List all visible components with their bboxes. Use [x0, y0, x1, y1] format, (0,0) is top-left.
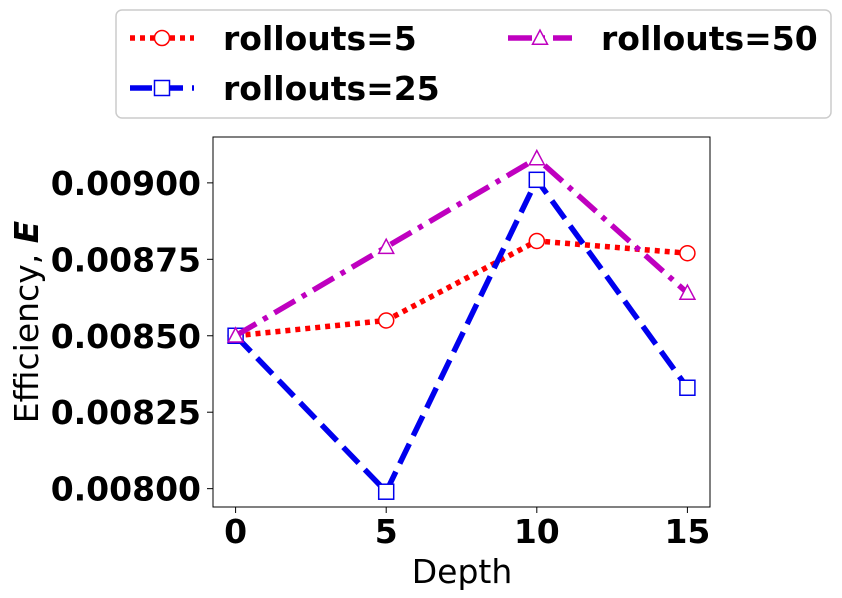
y-tick-label: 0.00825 — [51, 393, 201, 432]
data-point — [528, 232, 546, 250]
legend-marker — [531, 28, 549, 46]
legend-label: rollouts=50 — [601, 19, 818, 58]
x-tick-label: 15 — [664, 512, 710, 551]
data-point — [679, 244, 696, 262]
y-tick-label: 0.00875 — [51, 240, 201, 279]
y-axis-title-text: Efficiency, — [7, 243, 46, 423]
legend-entry: rollouts=25 — [130, 69, 440, 108]
legend-entry: rollouts=50 — [508, 19, 818, 58]
series-layer — [226, 148, 697, 500]
data-point — [226, 326, 245, 343]
data-point — [528, 148, 546, 166]
legend: rollouts=5 rollouts=25 rollouts=50 — [115, 9, 832, 119]
x-axis-title: Depth — [412, 552, 513, 591]
x-tick-label: 0 — [224, 512, 247, 551]
legend-marker — [153, 79, 171, 97]
legend-label: rollouts=5 — [223, 19, 417, 58]
legend-frame — [115, 9, 832, 119]
y-axis-title: Efficiency, E — [7, 220, 46, 423]
series-rollouts-50 — [226, 148, 697, 343]
x-tick-label: 5 — [375, 512, 398, 551]
data-point — [377, 312, 395, 329]
data-point — [377, 483, 395, 500]
legend-entry: rollouts=5 — [130, 19, 417, 58]
data-point — [678, 283, 697, 301]
y-tick-label: 0.00850 — [51, 317, 201, 356]
series-line — [233, 177, 690, 495]
legend-marker — [153, 29, 171, 47]
data-point — [679, 379, 696, 396]
data-point — [528, 171, 546, 189]
axes-ticks: 0 5 10 15 0.00800 0.00825 0.00850 0.00875 0.0090… — [51, 164, 711, 551]
y-tick-label: 0.00800 — [51, 470, 201, 509]
y-tick-label: 0.00900 — [51, 164, 201, 203]
legend-label: rollouts=25 — [223, 69, 440, 108]
plot-area — [212, 136, 711, 508]
y-axis-title-symbol: E — [7, 220, 46, 243]
x-tick-label: 10 — [514, 512, 560, 551]
data-point — [377, 237, 395, 255]
series-line — [234, 155, 690, 339]
